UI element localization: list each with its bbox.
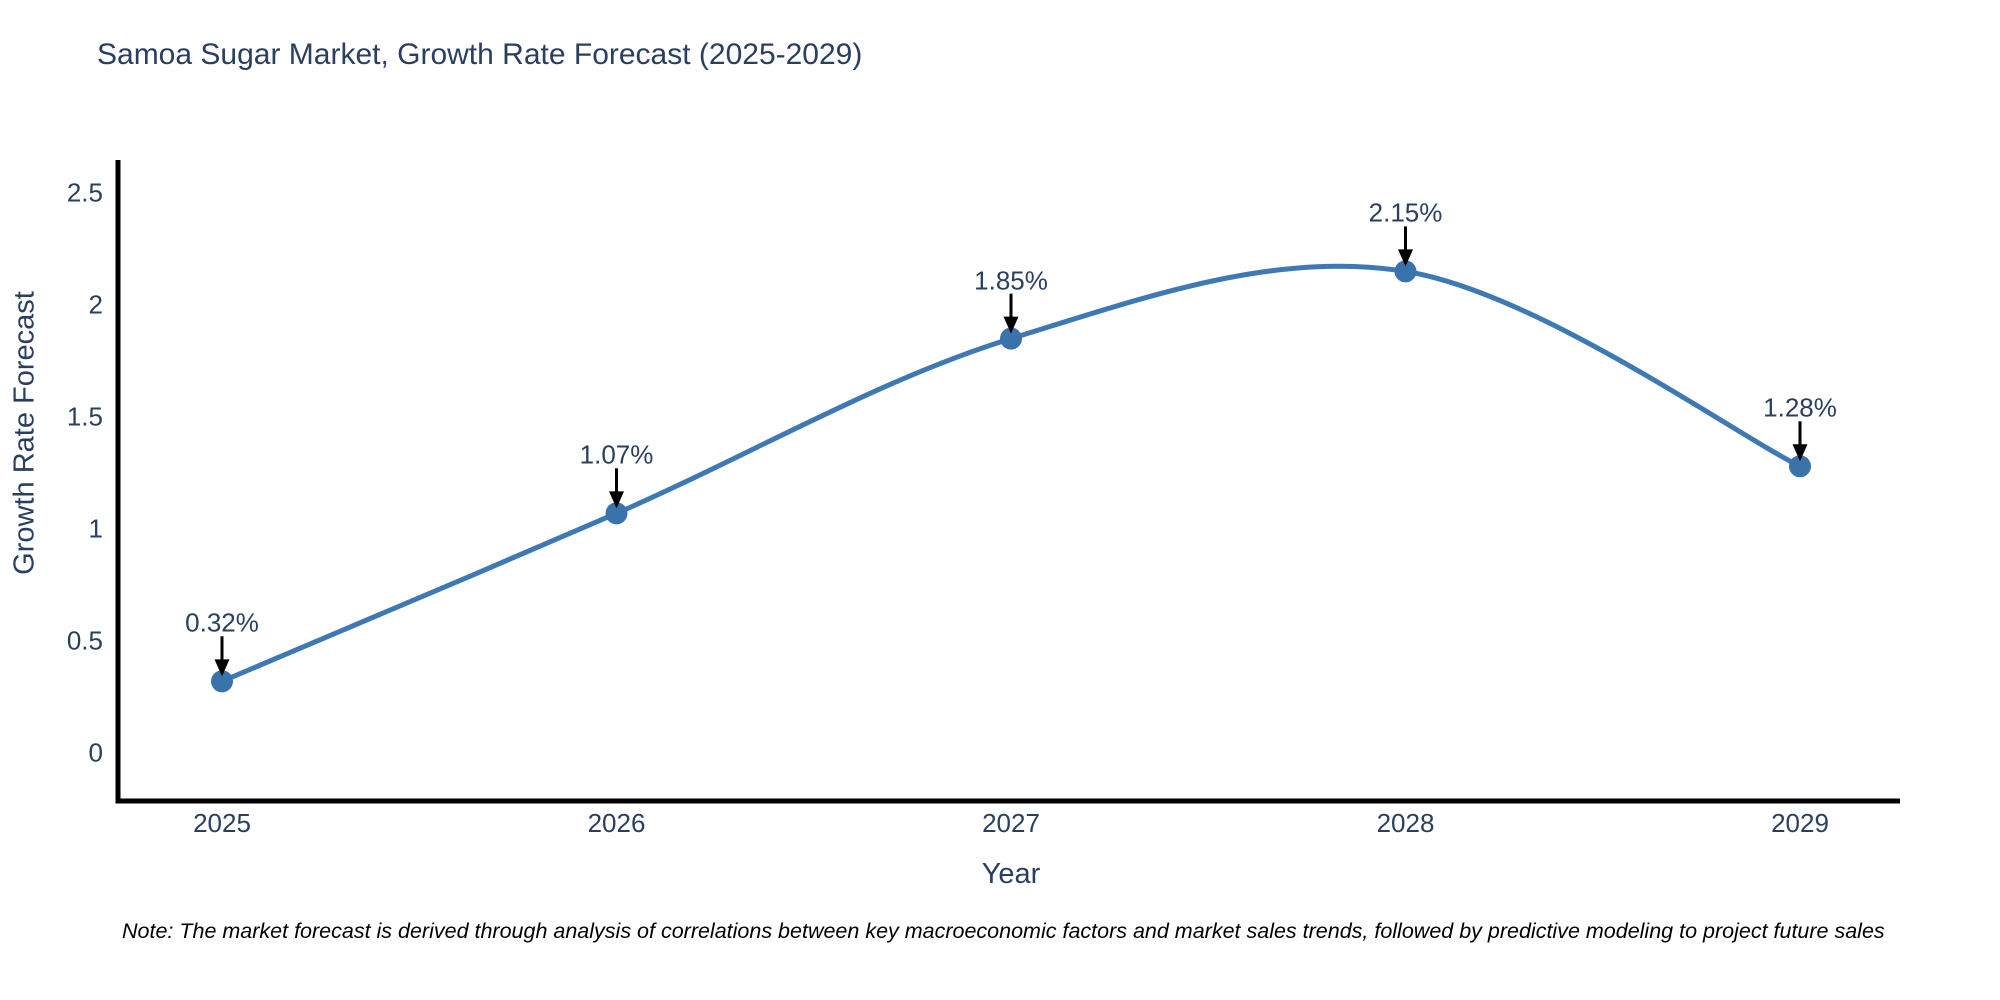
annotation-label-2029: 1.28%: [1763, 392, 1837, 423]
data-point-2027[interactable]: [1000, 327, 1022, 350]
x-tick-label-2027: 2027: [982, 808, 1040, 838]
annotation-label-2028: 2.15%: [1368, 197, 1443, 228]
y-tick-label-2.5: 2.5: [66, 177, 103, 208]
x-tick-label-2029: 2029: [1771, 808, 1829, 838]
x-tick-label-2025: 2025: [193, 808, 251, 838]
annotation-arrowhead-2027: [1003, 316, 1019, 334]
data-point-2029[interactable]: [1789, 455, 1811, 478]
chart-title: Samoa Sugar Market, Growth Rate Forecast…: [97, 38, 863, 71]
annotation-arrowhead-2029: [1792, 444, 1808, 462]
data-point-2026[interactable]: [605, 502, 628, 525]
x-axis-title: Year: [981, 858, 1041, 890]
data-point-2025[interactable]: [211, 670, 233, 693]
y-tick-label-0.5: 0.5: [66, 625, 103, 656]
y-tick-label-0: 0: [88, 737, 103, 768]
annotation-label-2027: 1.85%: [974, 265, 1048, 296]
x-tick-label-2026: 2026: [587, 808, 646, 838]
y-tick-label-2: 2: [88, 289, 103, 320]
data-point-2028[interactable]: [1394, 260, 1417, 283]
x-tick-label-2028: 2028: [1376, 808, 1435, 838]
annotation-label-2025: 0.32%: [185, 607, 259, 638]
y-tick-label-1: 1: [88, 513, 103, 544]
annotation-label-2026: 1.07%: [579, 439, 654, 470]
annotation-arrowhead-2025: [214, 659, 230, 677]
annotation-arrowhead-2028: [1398, 249, 1413, 267]
footnote: Note: The market forecast is derived thr…: [122, 919, 1885, 943]
y-tick-label-1.5: 1.5: [66, 401, 103, 432]
annotation-arrowhead-2026: [609, 491, 624, 509]
